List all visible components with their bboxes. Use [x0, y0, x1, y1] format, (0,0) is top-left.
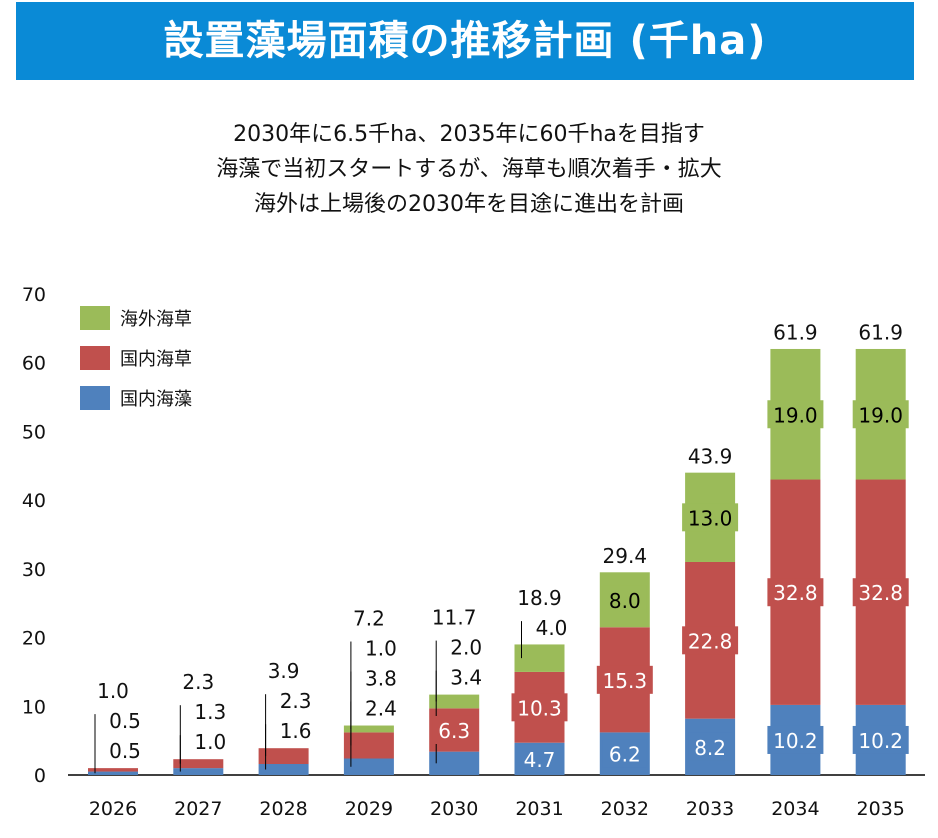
data-label: 19.0 — [773, 403, 818, 427]
y-tick-label: 60 — [22, 353, 46, 375]
data-label-box — [602, 585, 647, 614]
data-label: 1.6 — [280, 719, 312, 743]
legend-label: 海外海草 — [120, 309, 192, 330]
bar-segment — [88, 771, 138, 775]
y-tick-label: 20 — [22, 628, 46, 650]
data-label: 3.8 — [365, 667, 397, 691]
data-label: 8.0 — [609, 589, 641, 613]
data-label: 10.3 — [517, 696, 562, 720]
x-tick-label: 2033 — [686, 798, 734, 820]
total-label: 3.9 — [268, 659, 300, 683]
data-label: 13.0 — [688, 506, 733, 530]
x-tick-label: 2026 — [89, 798, 137, 820]
data-label-box — [682, 503, 739, 532]
legend-label: 国内海草 — [120, 349, 192, 370]
data-label-box — [432, 715, 477, 744]
x-tick-label: 2031 — [515, 798, 563, 820]
data-label-box — [517, 744, 562, 773]
data-label: 0.5 — [109, 709, 141, 733]
bar-segment — [343, 725, 394, 733]
total-label: 61.9 — [773, 321, 818, 345]
total-label: 7.2 — [353, 607, 385, 631]
data-label-box — [688, 732, 733, 761]
data-label-box — [511, 693, 568, 722]
data-label-box — [852, 400, 909, 429]
data-label: 1.0 — [365, 637, 397, 661]
subtitle-line-2: 海藻で当初スタートするが、海草も順次着手・拡大 — [216, 157, 722, 182]
y-tick-label: 50 — [22, 421, 46, 443]
data-label-box — [767, 400, 824, 429]
bar-segment — [429, 694, 480, 709]
y-tick-label: 70 — [22, 284, 46, 306]
data-label: 8.2 — [694, 736, 726, 760]
bar-segment — [258, 748, 309, 765]
data-label: 22.8 — [688, 629, 733, 653]
bar-segment — [88, 768, 138, 772]
y-tick-label: 10 — [22, 696, 46, 718]
bar-segment — [343, 758, 394, 775]
subtitle-line-1: 2030年に6.5千ha、2035年に60千haを目指す — [233, 122, 705, 147]
x-tick-label: 2028 — [259, 798, 307, 820]
x-tick-label: 2032 — [601, 798, 649, 820]
data-label: 6.2 — [609, 743, 641, 767]
x-tick-label: 2035 — [857, 798, 905, 820]
x-tick-label: 2029 — [345, 798, 393, 820]
x-tick-label: 2027 — [174, 798, 222, 820]
total-label: 1.0 — [97, 679, 129, 703]
data-label-box — [602, 739, 647, 768]
legend-label: 国内海藻 — [120, 389, 192, 410]
y-tick-label: 0 — [34, 765, 46, 787]
total-label: 2.3 — [182, 670, 214, 694]
total-label: 29.4 — [603, 544, 648, 568]
data-label: 10.2 — [858, 729, 903, 753]
subtitle-line-3: 海外は上場後の2030年を目途に進出を計画 — [254, 192, 684, 217]
total-label: 11.7 — [432, 606, 477, 630]
data-label-box — [682, 626, 739, 655]
y-tick-label: 30 — [22, 559, 46, 581]
data-label: 32.8 — [858, 581, 903, 605]
data-label: 6.3 — [438, 719, 470, 743]
data-label-box — [767, 578, 824, 607]
bar-segment — [514, 644, 565, 672]
data-label: 32.8 — [773, 581, 818, 605]
data-label: 15.3 — [603, 669, 648, 693]
x-tick-label: 2030 — [430, 798, 478, 820]
data-label: 4.7 — [524, 748, 556, 772]
data-label-box — [596, 665, 653, 694]
bar-segment — [343, 732, 394, 759]
data-label: 1.0 — [194, 730, 226, 754]
data-label: 10.2 — [773, 729, 818, 753]
page-title: 設置藻場面積の推移計画 (千ha) — [16, 2, 914, 80]
total-label: 61.9 — [858, 321, 903, 345]
legend-swatch — [80, 386, 110, 410]
y-tick-label: 40 — [22, 490, 46, 512]
bar-segment — [258, 764, 309, 775]
data-label: 0.5 — [109, 739, 141, 763]
data-label: 3.4 — [450, 666, 482, 690]
legend-swatch — [80, 306, 110, 330]
data-label: 2.0 — [450, 636, 482, 660]
data-label-box — [852, 578, 909, 607]
data-label: 4.0 — [536, 616, 568, 640]
total-label: 18.9 — [517, 586, 562, 610]
x-tick-label: 2034 — [771, 798, 819, 820]
data-label: 2.3 — [280, 689, 312, 713]
data-label: 19.0 — [858, 403, 903, 427]
bar-segment — [173, 759, 224, 769]
legend-swatch — [80, 346, 110, 370]
bar-segment — [429, 751, 480, 775]
data-label: 1.3 — [194, 700, 226, 724]
data-label: 2.4 — [365, 697, 397, 721]
bar-segment — [173, 768, 224, 775]
data-label-box — [852, 725, 909, 754]
total-label: 43.9 — [688, 444, 733, 468]
data-label-box — [767, 725, 824, 754]
